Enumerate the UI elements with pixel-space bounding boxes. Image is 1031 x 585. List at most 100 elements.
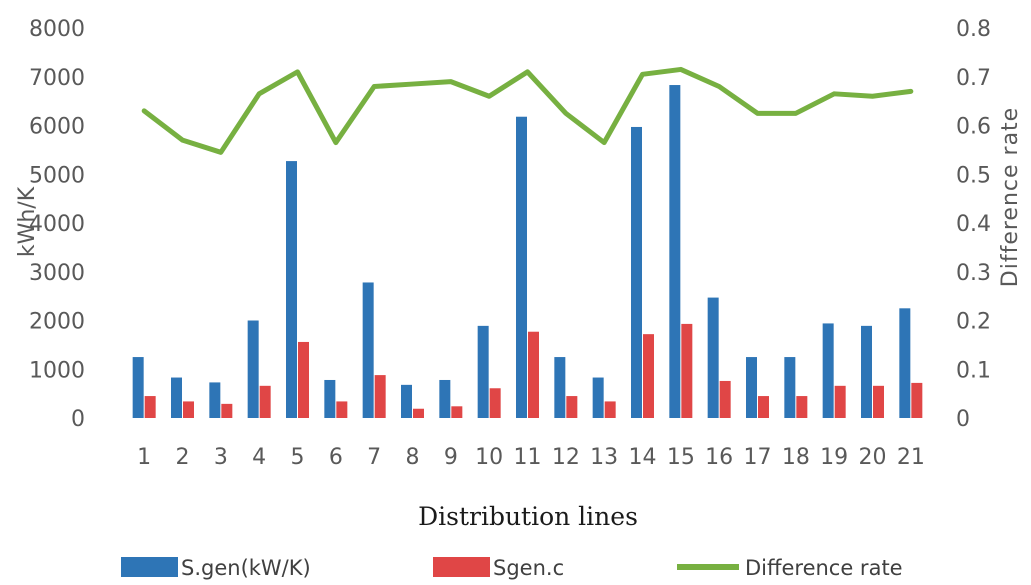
bar-sgen-18 [784, 357, 796, 418]
bar-sgen-2 [171, 377, 182, 418]
x-tick-label: 20 [859, 445, 887, 470]
y-tick-label: 2000 [29, 310, 85, 335]
bar-sgen-20 [861, 325, 872, 418]
y2-tick-label: 0.3 [956, 261, 991, 286]
difference-rate-point-11 [527, 71, 528, 73]
y-tick-label: 3000 [29, 261, 85, 286]
difference-rate-point-7 [373, 86, 375, 87]
bar-sgen-16 [707, 297, 719, 418]
x-tick-label: 19 [820, 445, 848, 470]
bar-sgen-6 [324, 379, 336, 418]
bar-sgen-7 [362, 282, 374, 418]
x-tick-label: 8 [406, 445, 420, 470]
x-tick-label: 16 [705, 445, 733, 470]
x-tick-label: 21 [897, 445, 925, 470]
bar-sgenc-5 [298, 341, 309, 418]
difference-rate-point-2 [182, 139, 183, 141]
bar-sgenc-9 [451, 406, 463, 418]
x-tick-label: 4 [252, 445, 266, 470]
x-tick-label: 7 [367, 445, 381, 470]
y-tick-label: 1000 [29, 358, 85, 383]
bar-sgenc-1 [144, 396, 156, 418]
legend-swatch [121, 557, 178, 577]
line-series [141, 66, 914, 155]
y-tick-label: 5000 [29, 163, 85, 188]
y-tick-label: 0 [71, 407, 85, 432]
y2-tick-label: 0.7 [956, 66, 991, 91]
bar-sgenc-17 [758, 396, 769, 418]
difference-rate-point-20 [872, 95, 873, 97]
legend-item: Difference rate [677, 556, 903, 580]
difference-rate-point-19 [833, 93, 835, 95]
x-tick-label: 17 [744, 445, 772, 470]
difference-rate-point-17 [757, 112, 758, 114]
y-tick-label: 6000 [29, 115, 85, 140]
difference-rate-point-13 [603, 142, 605, 144]
bar-sgenc-20 [873, 385, 884, 418]
x-tick-label: 13 [590, 445, 618, 470]
bar-sgen-11 [516, 116, 527, 418]
difference-rate-point-6 [335, 142, 337, 144]
bar-sgenc-12 [566, 396, 578, 418]
y2-tick-label: 0 [956, 407, 970, 432]
y-tick-label: 7000 [29, 66, 85, 91]
bar-sgen-14 [631, 126, 642, 419]
bar-sgen-17 [746, 357, 757, 418]
bar-sgenc-2 [183, 401, 194, 418]
y2-tick-label: 0.8 [956, 17, 991, 42]
left-axis-ticks: 0 1000 2000 3000 4000 5000 6000 7000 8000 [29, 17, 85, 432]
difference-rate-line [141, 66, 914, 155]
legend-label: Sgen.c [493, 556, 564, 580]
bar-sgen-1 [132, 357, 144, 418]
bar-sgen-19 [822, 323, 834, 418]
x-tick-label: 12 [552, 445, 580, 470]
x-tick-label: 10 [475, 445, 503, 470]
y2-tick-label: 0.5 [956, 163, 991, 188]
y-tick-label: 8000 [29, 17, 85, 42]
x-axis-ticks: 1 2 3 4 5 6 7 8 9 10 11 12 13 14 15 16 17 18 19 20 21 [137, 445, 925, 470]
x-tick-label: 11 [514, 445, 542, 470]
bar-sgenc-11 [528, 331, 539, 418]
bar-sgenc-13 [604, 401, 616, 418]
x-tick-label: 15 [667, 445, 695, 470]
x-tick-label: 5 [291, 445, 305, 470]
bar-sgen-8 [401, 384, 412, 418]
difference-rate-point-8 [412, 83, 413, 85]
y-tick-label: 4000 [29, 212, 85, 237]
y2-tick-label: 0.4 [956, 212, 991, 237]
x-tick-label: 1 [137, 445, 151, 470]
bar-sgenc-7 [374, 375, 386, 418]
difference-rate-point-4 [258, 93, 260, 95]
x-tick-label: 9 [444, 445, 458, 470]
x-tick-label: 14 [629, 445, 657, 470]
difference-rate-point-10 [488, 95, 490, 97]
bar-sgenc-14 [643, 334, 654, 418]
bar-sgenc-6 [336, 401, 348, 418]
difference-rate-point-16 [718, 86, 720, 87]
x-tick-label: 18 [782, 445, 810, 470]
x-tick-label: 3 [214, 445, 228, 470]
difference-rate-point-18 [795, 112, 797, 114]
y-axis-title: kWh/K [15, 186, 40, 257]
y2-tick-label: 0.1 [956, 358, 991, 383]
bar-series [132, 85, 923, 419]
bar-sgenc-19 [834, 385, 846, 418]
bar-sgenc-15 [681, 323, 693, 418]
bar-sgenc-16 [719, 380, 731, 418]
bar-sgenc-3 [221, 403, 233, 418]
legend-label: Difference rate [745, 556, 903, 580]
y2-axis-title: Difference rate [998, 107, 1023, 287]
x-axis-title: Distribution lines [418, 502, 638, 531]
legend-label: S.gen(kW/K) [181, 556, 311, 580]
x-tick-label: 2 [176, 445, 190, 470]
difference-rate-point-15 [680, 68, 682, 70]
bar-sgenc-18 [796, 396, 808, 418]
y2-tick-label: 0.2 [956, 310, 991, 335]
difference-rate-point-1 [143, 110, 145, 112]
bar-sgen-12 [554, 357, 566, 418]
bar-sgen-5 [286, 161, 297, 418]
bar-sgen-9 [439, 379, 451, 418]
bar-sgen-21 [899, 308, 911, 418]
bar-sgenc-21 [911, 382, 923, 418]
